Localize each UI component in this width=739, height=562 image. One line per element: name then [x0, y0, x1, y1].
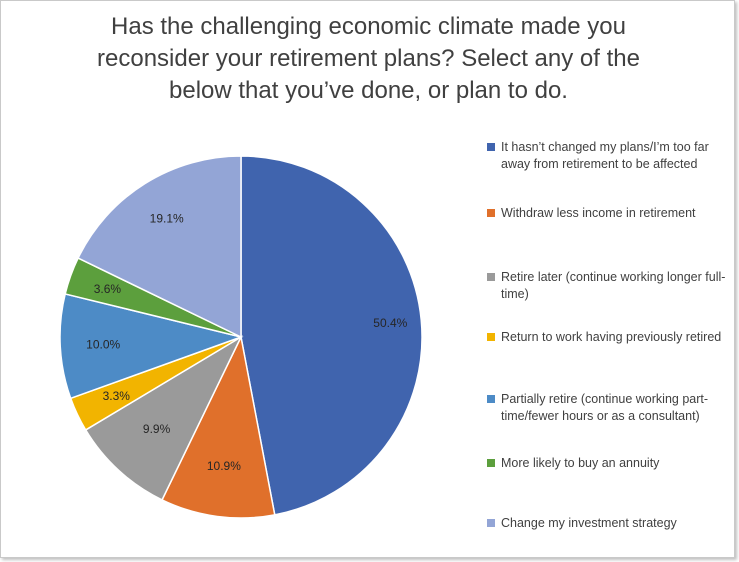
legend-swatch-2 [487, 209, 495, 217]
legend-item-3: Retire later (continue working longer fu… [487, 269, 727, 303]
pie-slice-1 [240, 155, 423, 516]
legend-label-6: More likely to buy an annuity [501, 456, 660, 470]
slice-label-6: 3.6% [94, 282, 122, 296]
legend-label-1: It hasn’t changed my plans/I’m too far a… [501, 140, 709, 171]
chart-title: Has the challenging economic climate mad… [41, 11, 696, 107]
legend-swatch-4 [487, 333, 495, 341]
legend-label-2: Withdraw less income in retirement [501, 206, 696, 220]
legend-label-7: Change my investment strategy [501, 516, 677, 530]
legend-item-6: More likely to buy an annuity [487, 455, 727, 472]
legend-swatch-5 [487, 395, 495, 403]
chart-title-line-2: reconsider your retirement plans? Select… [97, 45, 640, 72]
slice-label-1: 50.4% [373, 316, 407, 330]
legend-item-7: Change my investment strategy [487, 515, 727, 532]
legend-item-2: Withdraw less income in retirement [487, 205, 727, 222]
legend-swatch-1 [487, 143, 495, 151]
legend-item-5: Partially retire (continue working part-… [487, 391, 727, 425]
legend-swatch-7 [487, 519, 495, 527]
legend-swatch-3 [487, 273, 495, 281]
legend-swatch-6 [487, 459, 495, 467]
pie-slice-2 [161, 334, 276, 519]
legend-item-4: Return to work having previously retired [487, 329, 727, 346]
slice-label-5: 10.0% [86, 337, 120, 351]
legend-item-1: It hasn’t changed my plans/I’m too far a… [487, 139, 727, 173]
legend-label-5: Partially retire (continue working part-… [501, 392, 709, 423]
chart-title-line-1: Has the challenging economic climate mad… [111, 13, 626, 40]
slice-label-3: 9.9% [143, 422, 171, 436]
pie-slice-7 [77, 155, 242, 339]
legend-label-4: Return to work having previously retired [501, 330, 722, 344]
pie-slice-5 [59, 293, 244, 400]
pie-chart: 50.4% 10.9% 9.9% 3.3% 10.0% 3.6% 19.1% [59, 155, 423, 519]
chart-title-line-3: below that you’ve done, or plan to do. [169, 77, 568, 104]
pie-slice-3 [84, 335, 243, 501]
slice-label-4: 3.3% [103, 389, 131, 403]
slice-label-2: 10.9% [207, 459, 241, 473]
slice-label-7: 19.1% [150, 211, 184, 225]
legend-label-3: Retire later (continue working longer fu… [501, 270, 726, 301]
